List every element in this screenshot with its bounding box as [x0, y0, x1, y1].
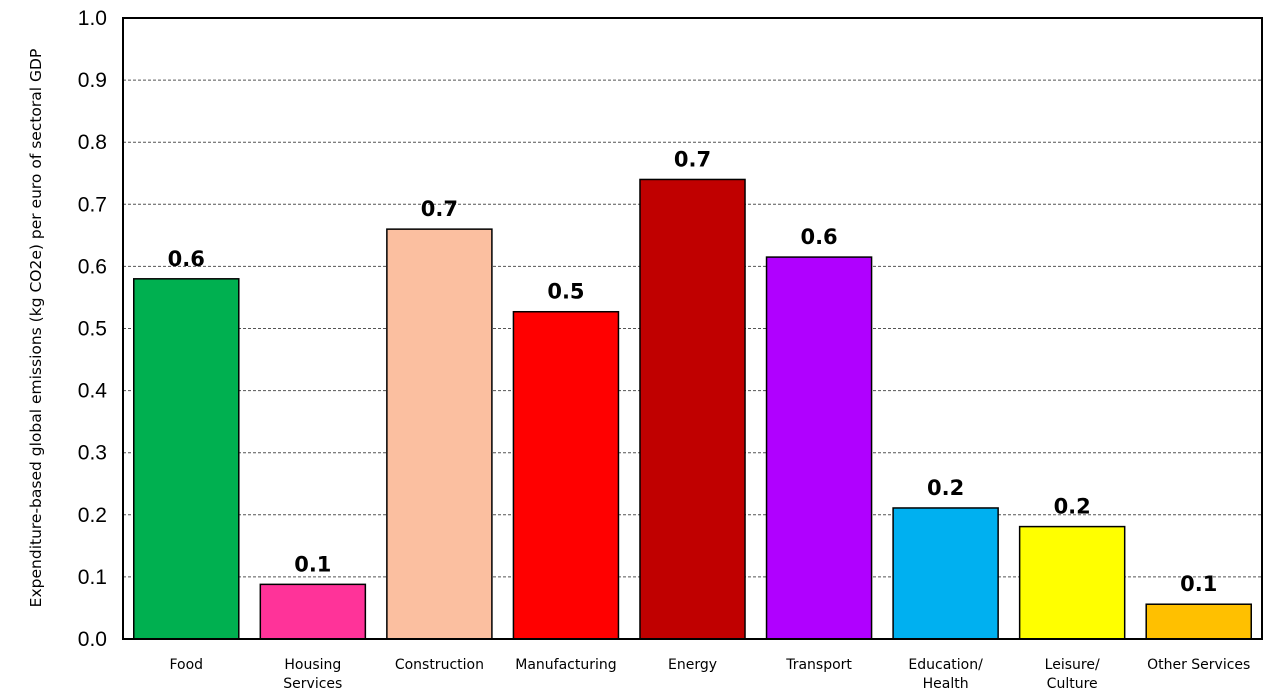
x-category-label: Leisure/Culture: [1045, 657, 1100, 692]
bar: [1018, 525, 1126, 640]
x-category-label: Food: [169, 657, 203, 673]
x-category-label: Education/Health: [908, 657, 983, 692]
plot-frame: [122, 17, 1263, 640]
bar: [892, 507, 999, 640]
y-tick-label: 0.7: [78, 193, 107, 216]
y-tick-label: 0.4: [78, 380, 108, 403]
y-tick-label: 1.0: [78, 7, 107, 30]
bar: [765, 256, 873, 640]
y-tick-label: 0.5: [78, 318, 107, 341]
data-label: 0.7: [421, 197, 458, 221]
data-label: 0.5: [547, 280, 584, 304]
bar: [1145, 603, 1252, 640]
y-tick-label: 0.2: [78, 504, 107, 527]
data-label: 0.1: [1180, 572, 1217, 596]
bar: [512, 310, 620, 640]
y-axis-ticks: 0.0 0.1 0.2 0.3 0.4 0.5 0.6 0.7 0.8 0.9 1.0: [78, 7, 108, 651]
y-tick-label: 0.9: [78, 69, 107, 92]
x-category-label: Construction: [395, 657, 484, 673]
data-label: 0.2: [927, 476, 964, 500]
bar: [133, 278, 240, 640]
data-labels: 0.6 0.1 0.7 0.5 0.7 0.6 0.2 0.2 0.1: [168, 147, 1218, 596]
data-label: 0.1: [294, 552, 331, 576]
bars: [133, 178, 1252, 640]
x-category-label: Manufacturing: [515, 657, 616, 673]
x-category-label: Other Services: [1147, 657, 1250, 673]
bar: [259, 583, 367, 640]
x-category-label: Housing Services: [283, 657, 342, 692]
data-label: 0.2: [1054, 495, 1091, 519]
y-tick-label: 0.1: [78, 566, 107, 589]
bar: [639, 178, 746, 640]
y-tick-label: 0.0: [78, 628, 107, 651]
x-category-label: Energy: [668, 657, 717, 673]
y-tick-label: 0.3: [78, 442, 107, 465]
data-label: 0.6: [800, 225, 837, 249]
y-tick-label: 0.6: [78, 255, 107, 278]
x-axis-categories: Food Housing Services Construction Manufactu…: [169, 657, 1250, 692]
x-category-label: Transport: [785, 657, 852, 673]
y-axis-title: Expenditure-based global emissions (kg C…: [27, 49, 45, 608]
data-label: 0.6: [168, 247, 205, 271]
bar: [386, 228, 493, 640]
data-label: 0.7: [674, 147, 711, 171]
y-tick-label: 0.8: [78, 131, 107, 154]
